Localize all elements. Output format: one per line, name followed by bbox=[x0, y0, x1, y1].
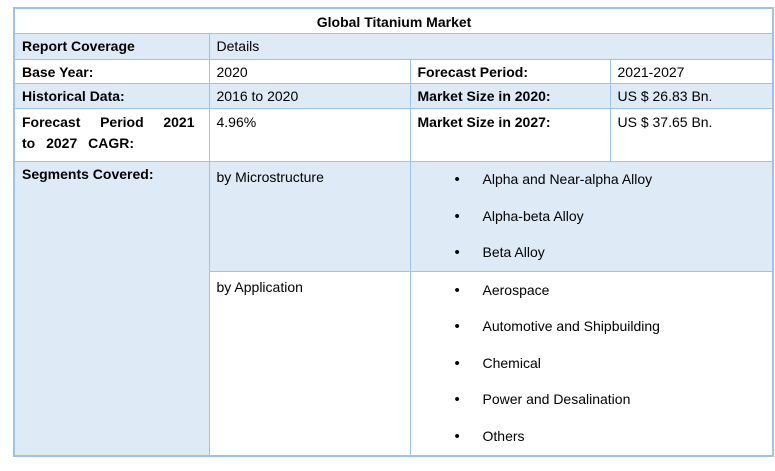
segments-microstructure-row: Segments Covered: by Microstructure • Alp… bbox=[13, 160, 774, 456]
report-coverage-label: Report Coverage bbox=[13, 32, 210, 60]
microstructure-items-cell: • Alpha and Near-alpha Alloy • Alpha-beta … bbox=[409, 160, 774, 272]
historical-data-row: Historical Data: 2016 to 2020 Market Siz… bbox=[13, 82, 774, 109]
base-year-label: Base Year: bbox=[13, 58, 210, 84]
market-size-2020-label: Market Size in 2020: bbox=[409, 82, 611, 109]
bullet-icon: • bbox=[454, 207, 460, 225]
forecast-period-value: 2021-2027 bbox=[609, 58, 774, 84]
list-item-label: Beta Alloy bbox=[482, 244, 545, 261]
list-item-label: Alpha-beta Alloy bbox=[482, 207, 584, 224]
list-item: • Beta Alloy bbox=[454, 235, 773, 271]
report-coverage-row: Report Coverage Details bbox=[13, 32, 774, 60]
segments-covered-label: Segments Covered: bbox=[13, 160, 210, 456]
segment-group-application: by Application bbox=[208, 271, 411, 456]
list-item-label: Automotive and Shipbuilding bbox=[482, 318, 660, 335]
historical-data-value: 2016 to 2020 bbox=[208, 82, 411, 109]
list-item-label: Alpha and Near-alpha Alloy bbox=[482, 171, 653, 188]
bullet-icon: • bbox=[454, 427, 460, 445]
report-coverage-value: Details bbox=[208, 32, 774, 60]
cagr-row: Forecast Period 2021 to 2027 CAGR: 4.96%… bbox=[13, 107, 774, 162]
list-item: • Power and Desalination bbox=[455, 382, 773, 419]
list-item: • Chemical bbox=[455, 345, 773, 382]
list-item-label: Power and Desalination bbox=[482, 391, 631, 408]
list-item-label: Others bbox=[482, 427, 525, 444]
base-year-row: Base Year: 2020 Forecast Period: 2021-20… bbox=[13, 58, 774, 84]
segment-group-microstructure: by Microstructure bbox=[208, 160, 411, 272]
list-item: • Alpha and Near-alpha Alloy bbox=[454, 162, 773, 198]
application-items-cell: • Aerospace • Automotive and Shipbuilding … bbox=[409, 271, 774, 456]
bullet-icon: • bbox=[454, 171, 460, 189]
list-item: • Aerospace bbox=[454, 273, 773, 309]
market-size-2027-value: US $ 37.65 Bn. bbox=[609, 107, 774, 162]
forecast-period-label: Forecast Period: bbox=[409, 58, 611, 84]
base-year-value: 2020 bbox=[208, 58, 411, 84]
list-item-label: Chemical bbox=[482, 354, 541, 371]
bullet-icon: • bbox=[454, 281, 460, 299]
table-title: Global Titanium Market bbox=[13, 7, 774, 34]
list-item: • Alpha-beta Alloy bbox=[455, 198, 773, 235]
bullet-icon: • bbox=[454, 318, 460, 336]
cagr-value: 4.96% bbox=[208, 107, 411, 162]
bullet-icon: • bbox=[454, 354, 460, 372]
bullet-icon: • bbox=[454, 244, 460, 262]
market-size-2020-value: US $ 26.83 Bn. bbox=[609, 82, 774, 109]
list-item: • Others bbox=[455, 418, 773, 455]
title-row: Global Titanium Market bbox=[13, 7, 774, 34]
segments-application-row: by Application • Aerospace • Automotive an… bbox=[14, 271, 774, 456]
historical-data-label: Historical Data: bbox=[13, 82, 210, 109]
microstructure-list: • Alpha and Near-alpha Alloy • Alpha-beta … bbox=[411, 162, 773, 271]
list-item: • Automotive and Shipbuilding bbox=[455, 309, 773, 346]
market-size-2027-label: Market Size in 2027: bbox=[409, 107, 611, 162]
application-list: • Aerospace • Automotive and Shipbuilding … bbox=[411, 273, 773, 455]
bullet-icon: • bbox=[454, 391, 460, 409]
list-item-label: Aerospace bbox=[482, 281, 550, 298]
market-report-table: Global Titanium Market Report Coverage D… bbox=[13, 7, 775, 457]
cagr-label: Forecast Period 2021 to 2027 CAGR: bbox=[13, 107, 210, 162]
